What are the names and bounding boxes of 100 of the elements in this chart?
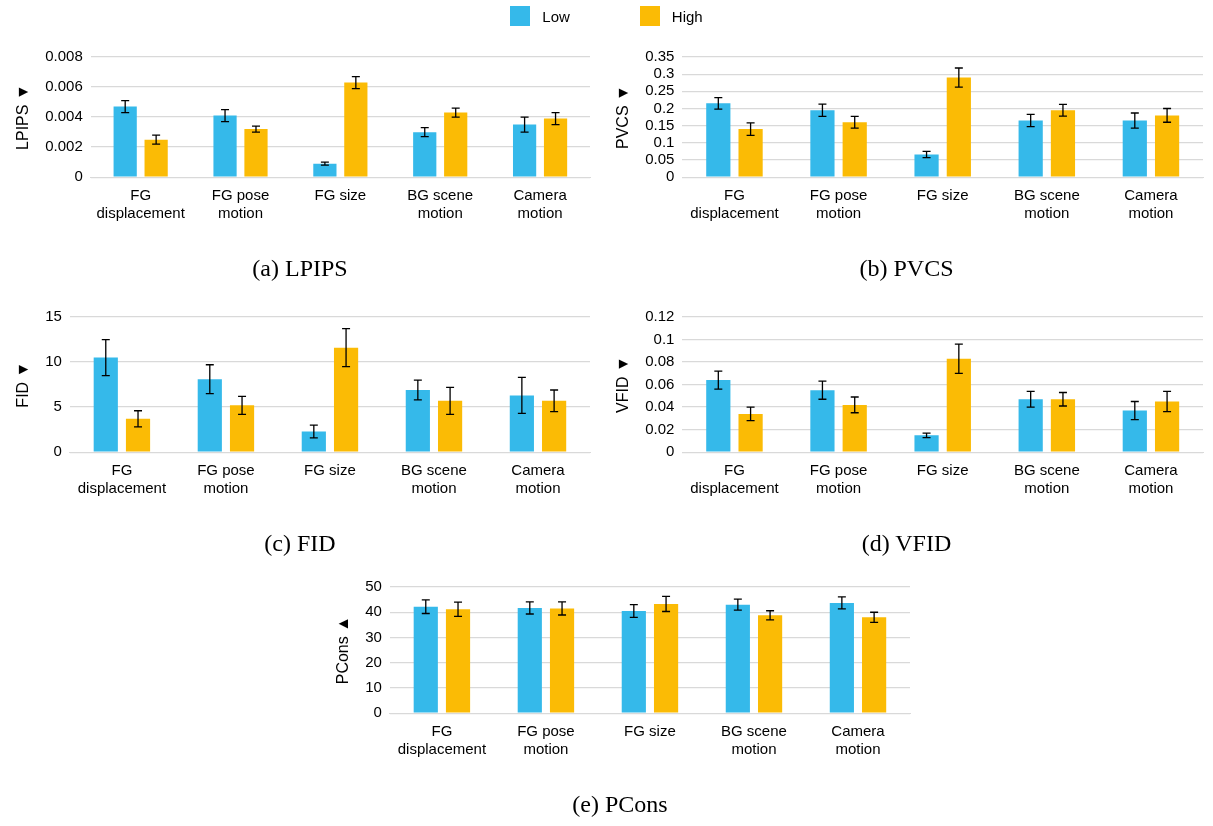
bar (125, 418, 151, 452)
x-tick-label: FG size (314, 186, 367, 204)
x-tick-label: FG displacement (690, 186, 780, 222)
x-tick-label: FG displacement (77, 461, 167, 497)
bar (842, 404, 867, 452)
x-tick-label: FG size (624, 722, 676, 740)
text: (c) FID (264, 529, 336, 556)
legend-label: High (671, 7, 703, 25)
bar (509, 395, 534, 452)
text: (d) VFID (861, 529, 952, 556)
x-tick-label: BG scene motion (1013, 461, 1080, 497)
y-tick-label: 0.1 (653, 329, 675, 347)
y-axis-title: PCons ▲ (334, 615, 352, 685)
text: (b) PVCS (859, 254, 954, 281)
bar (706, 380, 731, 452)
y-tick-label: 0 (666, 167, 675, 185)
bar (738, 413, 763, 452)
y-axis-title: FID ▼ (14, 361, 32, 408)
bar (512, 124, 537, 177)
bar (1050, 399, 1076, 452)
y-tick-label: 0.04 (645, 397, 675, 415)
bar (914, 154, 939, 177)
bar (313, 163, 337, 177)
x-tick-label: Camera motion (1124, 461, 1179, 497)
x-tick-label: FG size (916, 186, 969, 204)
x-tick-label: BG scene motion (721, 722, 787, 758)
bar (946, 358, 971, 452)
y-tick-label: 0 (74, 167, 83, 185)
bar (213, 115, 237, 177)
y-tick-label: 15 (45, 307, 62, 325)
bar (842, 122, 867, 177)
y-tick-label: 0.06 (645, 374, 675, 392)
y-tick-label: 0.2 (653, 98, 675, 116)
x-tick-label: FG size (304, 461, 356, 479)
y-tick-label: 30 (365, 627, 382, 645)
x-tick-label: Camera motion (831, 722, 886, 758)
y-tick-label: 0.006 (45, 77, 83, 95)
text: (e) PCons (572, 790, 668, 817)
x-tick-label: BG scene motion (407, 186, 474, 222)
y-tick-label: 10 (45, 352, 62, 370)
y-tick-label: 0.3 (653, 64, 675, 82)
legend-label: Low (542, 7, 570, 25)
y-tick-label: 0.002 (45, 137, 83, 155)
bar (706, 103, 731, 177)
x-tick-label: BG scene motion (401, 461, 467, 497)
bar (810, 390, 835, 452)
bar (244, 129, 268, 177)
y-axis-title: LPIPS ▼ (14, 84, 32, 150)
bar (301, 431, 326, 452)
y-tick-label: 5 (53, 397, 62, 415)
y-tick-label: 40 (365, 602, 382, 620)
bar (914, 435, 939, 452)
y-tick-label: 0.15 (645, 115, 675, 133)
bar (738, 129, 763, 177)
y-tick-label: 0.25 (645, 81, 675, 99)
y-tick-label: 0.02 (645, 419, 675, 437)
bar (542, 400, 567, 452)
bar (413, 132, 437, 177)
y-tick-label: 0.12 (645, 307, 675, 325)
x-tick-label: FG pose motion (809, 461, 868, 497)
x-tick-label: FG displacement (96, 186, 186, 222)
bar (810, 110, 835, 177)
bar (113, 106, 137, 177)
y-tick-label: 0.05 (645, 150, 675, 168)
x-tick-label: FG pose motion (211, 186, 270, 222)
x-tick-label: Camera motion (513, 186, 568, 222)
x-tick-label: FG displacement (397, 722, 487, 758)
y-tick-label: 0 (373, 703, 382, 721)
bar (93, 357, 118, 452)
text: (a) LPIPS (252, 254, 348, 281)
y-tick-label: 50 (365, 577, 382, 595)
bar (144, 139, 168, 177)
bar (543, 118, 568, 177)
bar (1154, 401, 1180, 452)
bar (1050, 110, 1076, 177)
x-tick-label: BG scene motion (1013, 186, 1080, 222)
x-tick-label: Camera motion (511, 461, 566, 497)
y-tick-label: 0.1 (653, 133, 675, 150)
bar (344, 82, 368, 177)
x-tick-label: Camera motion (1124, 186, 1179, 222)
y-tick-label: 0.35 (645, 47, 675, 65)
y-tick-label: 0 (53, 442, 62, 460)
y-tick-label: 20 (365, 652, 382, 670)
y-tick-label: 0.004 (45, 107, 83, 125)
y-axis-title: VFID ▼ (614, 356, 632, 413)
bar (197, 379, 222, 452)
bar (444, 112, 468, 177)
bar (229, 405, 255, 452)
y-tick-label: 0.008 (45, 47, 83, 65)
y-tick-label: 0 (666, 442, 675, 460)
bar (1018, 399, 1043, 452)
bar (1018, 120, 1043, 177)
bar (438, 400, 463, 452)
bar (1122, 120, 1147, 177)
x-tick-label: FG pose motion (517, 722, 575, 758)
x-tick-label: FG pose motion (809, 186, 868, 222)
bar (1154, 115, 1180, 177)
x-tick-label: FG size (916, 461, 969, 479)
bar (333, 347, 359, 452)
bar (946, 77, 971, 177)
